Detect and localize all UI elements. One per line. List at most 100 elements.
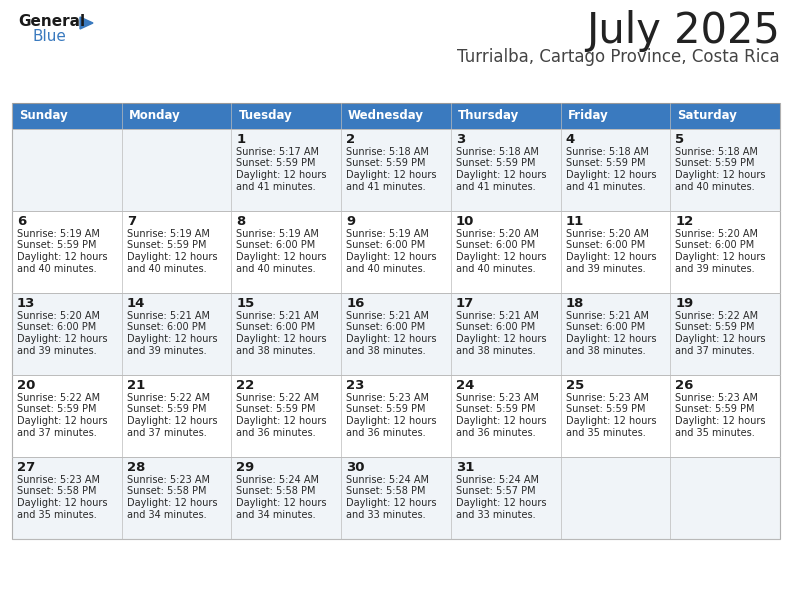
Bar bbox=[341, 375, 451, 457]
Text: 18: 18 bbox=[565, 297, 584, 310]
Text: 21: 21 bbox=[127, 379, 145, 392]
Bar bbox=[231, 211, 341, 293]
Text: and 38 minutes.: and 38 minutes. bbox=[346, 346, 426, 356]
Text: 7: 7 bbox=[127, 215, 136, 228]
Text: Daylight: 12 hours: Daylight: 12 hours bbox=[565, 416, 656, 426]
Text: Sunset: 5:59 PM: Sunset: 5:59 PM bbox=[127, 405, 206, 414]
Text: 10: 10 bbox=[456, 215, 474, 228]
Bar bbox=[670, 293, 780, 375]
Bar bbox=[341, 457, 451, 539]
Text: Sunset: 5:57 PM: Sunset: 5:57 PM bbox=[456, 487, 535, 496]
Bar bbox=[561, 103, 670, 129]
Text: Daylight: 12 hours: Daylight: 12 hours bbox=[565, 170, 656, 180]
Text: Daylight: 12 hours: Daylight: 12 hours bbox=[676, 334, 766, 344]
Text: Sunrise: 5:24 AM: Sunrise: 5:24 AM bbox=[346, 475, 429, 485]
Text: Turrialba, Cartago Province, Costa Rica: Turrialba, Cartago Province, Costa Rica bbox=[457, 48, 780, 66]
Text: Daylight: 12 hours: Daylight: 12 hours bbox=[127, 416, 217, 426]
Text: Daylight: 12 hours: Daylight: 12 hours bbox=[456, 170, 546, 180]
Text: and 40 minutes.: and 40 minutes. bbox=[676, 182, 755, 192]
Text: Daylight: 12 hours: Daylight: 12 hours bbox=[237, 334, 327, 344]
Text: and 41 minutes.: and 41 minutes. bbox=[237, 182, 316, 192]
Text: 15: 15 bbox=[237, 297, 255, 310]
Text: Sunset: 5:59 PM: Sunset: 5:59 PM bbox=[346, 159, 425, 168]
Text: Sunset: 5:58 PM: Sunset: 5:58 PM bbox=[17, 487, 97, 496]
Text: 5: 5 bbox=[676, 133, 684, 146]
Text: 19: 19 bbox=[676, 297, 694, 310]
Text: Daylight: 12 hours: Daylight: 12 hours bbox=[456, 416, 546, 426]
Text: Sunrise: 5:21 AM: Sunrise: 5:21 AM bbox=[565, 311, 649, 321]
Bar bbox=[561, 211, 670, 293]
Text: Daylight: 12 hours: Daylight: 12 hours bbox=[346, 498, 436, 508]
Text: Daylight: 12 hours: Daylight: 12 hours bbox=[676, 416, 766, 426]
Text: Sunrise: 5:19 AM: Sunrise: 5:19 AM bbox=[237, 229, 319, 239]
Text: 24: 24 bbox=[456, 379, 474, 392]
Bar bbox=[670, 457, 780, 539]
Bar bbox=[341, 103, 451, 129]
Text: Sunrise: 5:23 AM: Sunrise: 5:23 AM bbox=[456, 393, 539, 403]
Text: and 38 minutes.: and 38 minutes. bbox=[456, 346, 535, 356]
Text: Sunrise: 5:18 AM: Sunrise: 5:18 AM bbox=[565, 147, 649, 157]
Bar bbox=[561, 457, 670, 539]
Bar bbox=[122, 129, 231, 211]
Bar bbox=[12, 211, 122, 293]
Text: 22: 22 bbox=[237, 379, 255, 392]
Text: Saturday: Saturday bbox=[677, 110, 737, 122]
Text: Daylight: 12 hours: Daylight: 12 hours bbox=[346, 334, 436, 344]
Text: Sunrise: 5:22 AM: Sunrise: 5:22 AM bbox=[237, 393, 319, 403]
Text: Sunset: 5:59 PM: Sunset: 5:59 PM bbox=[237, 159, 316, 168]
Text: Sunrise: 5:20 AM: Sunrise: 5:20 AM bbox=[676, 229, 758, 239]
Text: Sunrise: 5:23 AM: Sunrise: 5:23 AM bbox=[127, 475, 210, 485]
Text: Sunrise: 5:20 AM: Sunrise: 5:20 AM bbox=[456, 229, 539, 239]
Text: and 40 minutes.: and 40 minutes. bbox=[17, 264, 97, 274]
Text: Daylight: 12 hours: Daylight: 12 hours bbox=[346, 170, 436, 180]
Text: and 41 minutes.: and 41 minutes. bbox=[346, 182, 426, 192]
Text: Daylight: 12 hours: Daylight: 12 hours bbox=[237, 498, 327, 508]
Text: 1: 1 bbox=[237, 133, 246, 146]
Text: Sunrise: 5:21 AM: Sunrise: 5:21 AM bbox=[456, 311, 539, 321]
Text: Daylight: 12 hours: Daylight: 12 hours bbox=[237, 416, 327, 426]
Text: Sunset: 5:59 PM: Sunset: 5:59 PM bbox=[676, 159, 755, 168]
Bar bbox=[561, 375, 670, 457]
Text: 31: 31 bbox=[456, 461, 474, 474]
Text: Sunset: 6:00 PM: Sunset: 6:00 PM bbox=[565, 323, 645, 332]
Text: 17: 17 bbox=[456, 297, 474, 310]
Bar bbox=[12, 375, 122, 457]
Text: and 40 minutes.: and 40 minutes. bbox=[237, 264, 316, 274]
Text: Daylight: 12 hours: Daylight: 12 hours bbox=[676, 252, 766, 262]
Text: 23: 23 bbox=[346, 379, 364, 392]
Text: 4: 4 bbox=[565, 133, 575, 146]
Text: Sunset: 5:59 PM: Sunset: 5:59 PM bbox=[456, 405, 535, 414]
Text: and 33 minutes.: and 33 minutes. bbox=[346, 510, 426, 520]
Text: 14: 14 bbox=[127, 297, 145, 310]
Text: Sunset: 6:00 PM: Sunset: 6:00 PM bbox=[346, 323, 425, 332]
Text: Sunset: 6:00 PM: Sunset: 6:00 PM bbox=[456, 241, 535, 250]
Text: Sunset: 5:58 PM: Sunset: 5:58 PM bbox=[237, 487, 316, 496]
Text: and 33 minutes.: and 33 minutes. bbox=[456, 510, 535, 520]
Text: Sunrise: 5:24 AM: Sunrise: 5:24 AM bbox=[237, 475, 319, 485]
Polygon shape bbox=[80, 17, 93, 29]
Text: 28: 28 bbox=[127, 461, 145, 474]
Bar bbox=[670, 211, 780, 293]
Text: and 39 minutes.: and 39 minutes. bbox=[676, 264, 755, 274]
Text: Sunrise: 5:22 AM: Sunrise: 5:22 AM bbox=[676, 311, 759, 321]
Text: and 35 minutes.: and 35 minutes. bbox=[676, 428, 755, 438]
Text: Sunrise: 5:23 AM: Sunrise: 5:23 AM bbox=[676, 393, 758, 403]
Text: 2: 2 bbox=[346, 133, 356, 146]
Text: Sunset: 5:58 PM: Sunset: 5:58 PM bbox=[127, 487, 206, 496]
Text: and 37 minutes.: and 37 minutes. bbox=[676, 346, 755, 356]
Text: Daylight: 12 hours: Daylight: 12 hours bbox=[17, 334, 108, 344]
Text: Sunset: 5:59 PM: Sunset: 5:59 PM bbox=[565, 405, 645, 414]
Text: Sunset: 6:00 PM: Sunset: 6:00 PM bbox=[346, 241, 425, 250]
Text: and 36 minutes.: and 36 minutes. bbox=[346, 428, 426, 438]
Text: Daylight: 12 hours: Daylight: 12 hours bbox=[127, 334, 217, 344]
Text: Sunrise: 5:24 AM: Sunrise: 5:24 AM bbox=[456, 475, 539, 485]
Text: Sunset: 5:59 PM: Sunset: 5:59 PM bbox=[456, 159, 535, 168]
Text: Daylight: 12 hours: Daylight: 12 hours bbox=[565, 334, 656, 344]
Text: 16: 16 bbox=[346, 297, 364, 310]
Text: 13: 13 bbox=[17, 297, 36, 310]
Text: Sunrise: 5:18 AM: Sunrise: 5:18 AM bbox=[346, 147, 429, 157]
Bar bbox=[341, 211, 451, 293]
Text: Friday: Friday bbox=[568, 110, 608, 122]
Text: Sunset: 6:00 PM: Sunset: 6:00 PM bbox=[456, 323, 535, 332]
Text: Sunrise: 5:21 AM: Sunrise: 5:21 AM bbox=[237, 311, 319, 321]
